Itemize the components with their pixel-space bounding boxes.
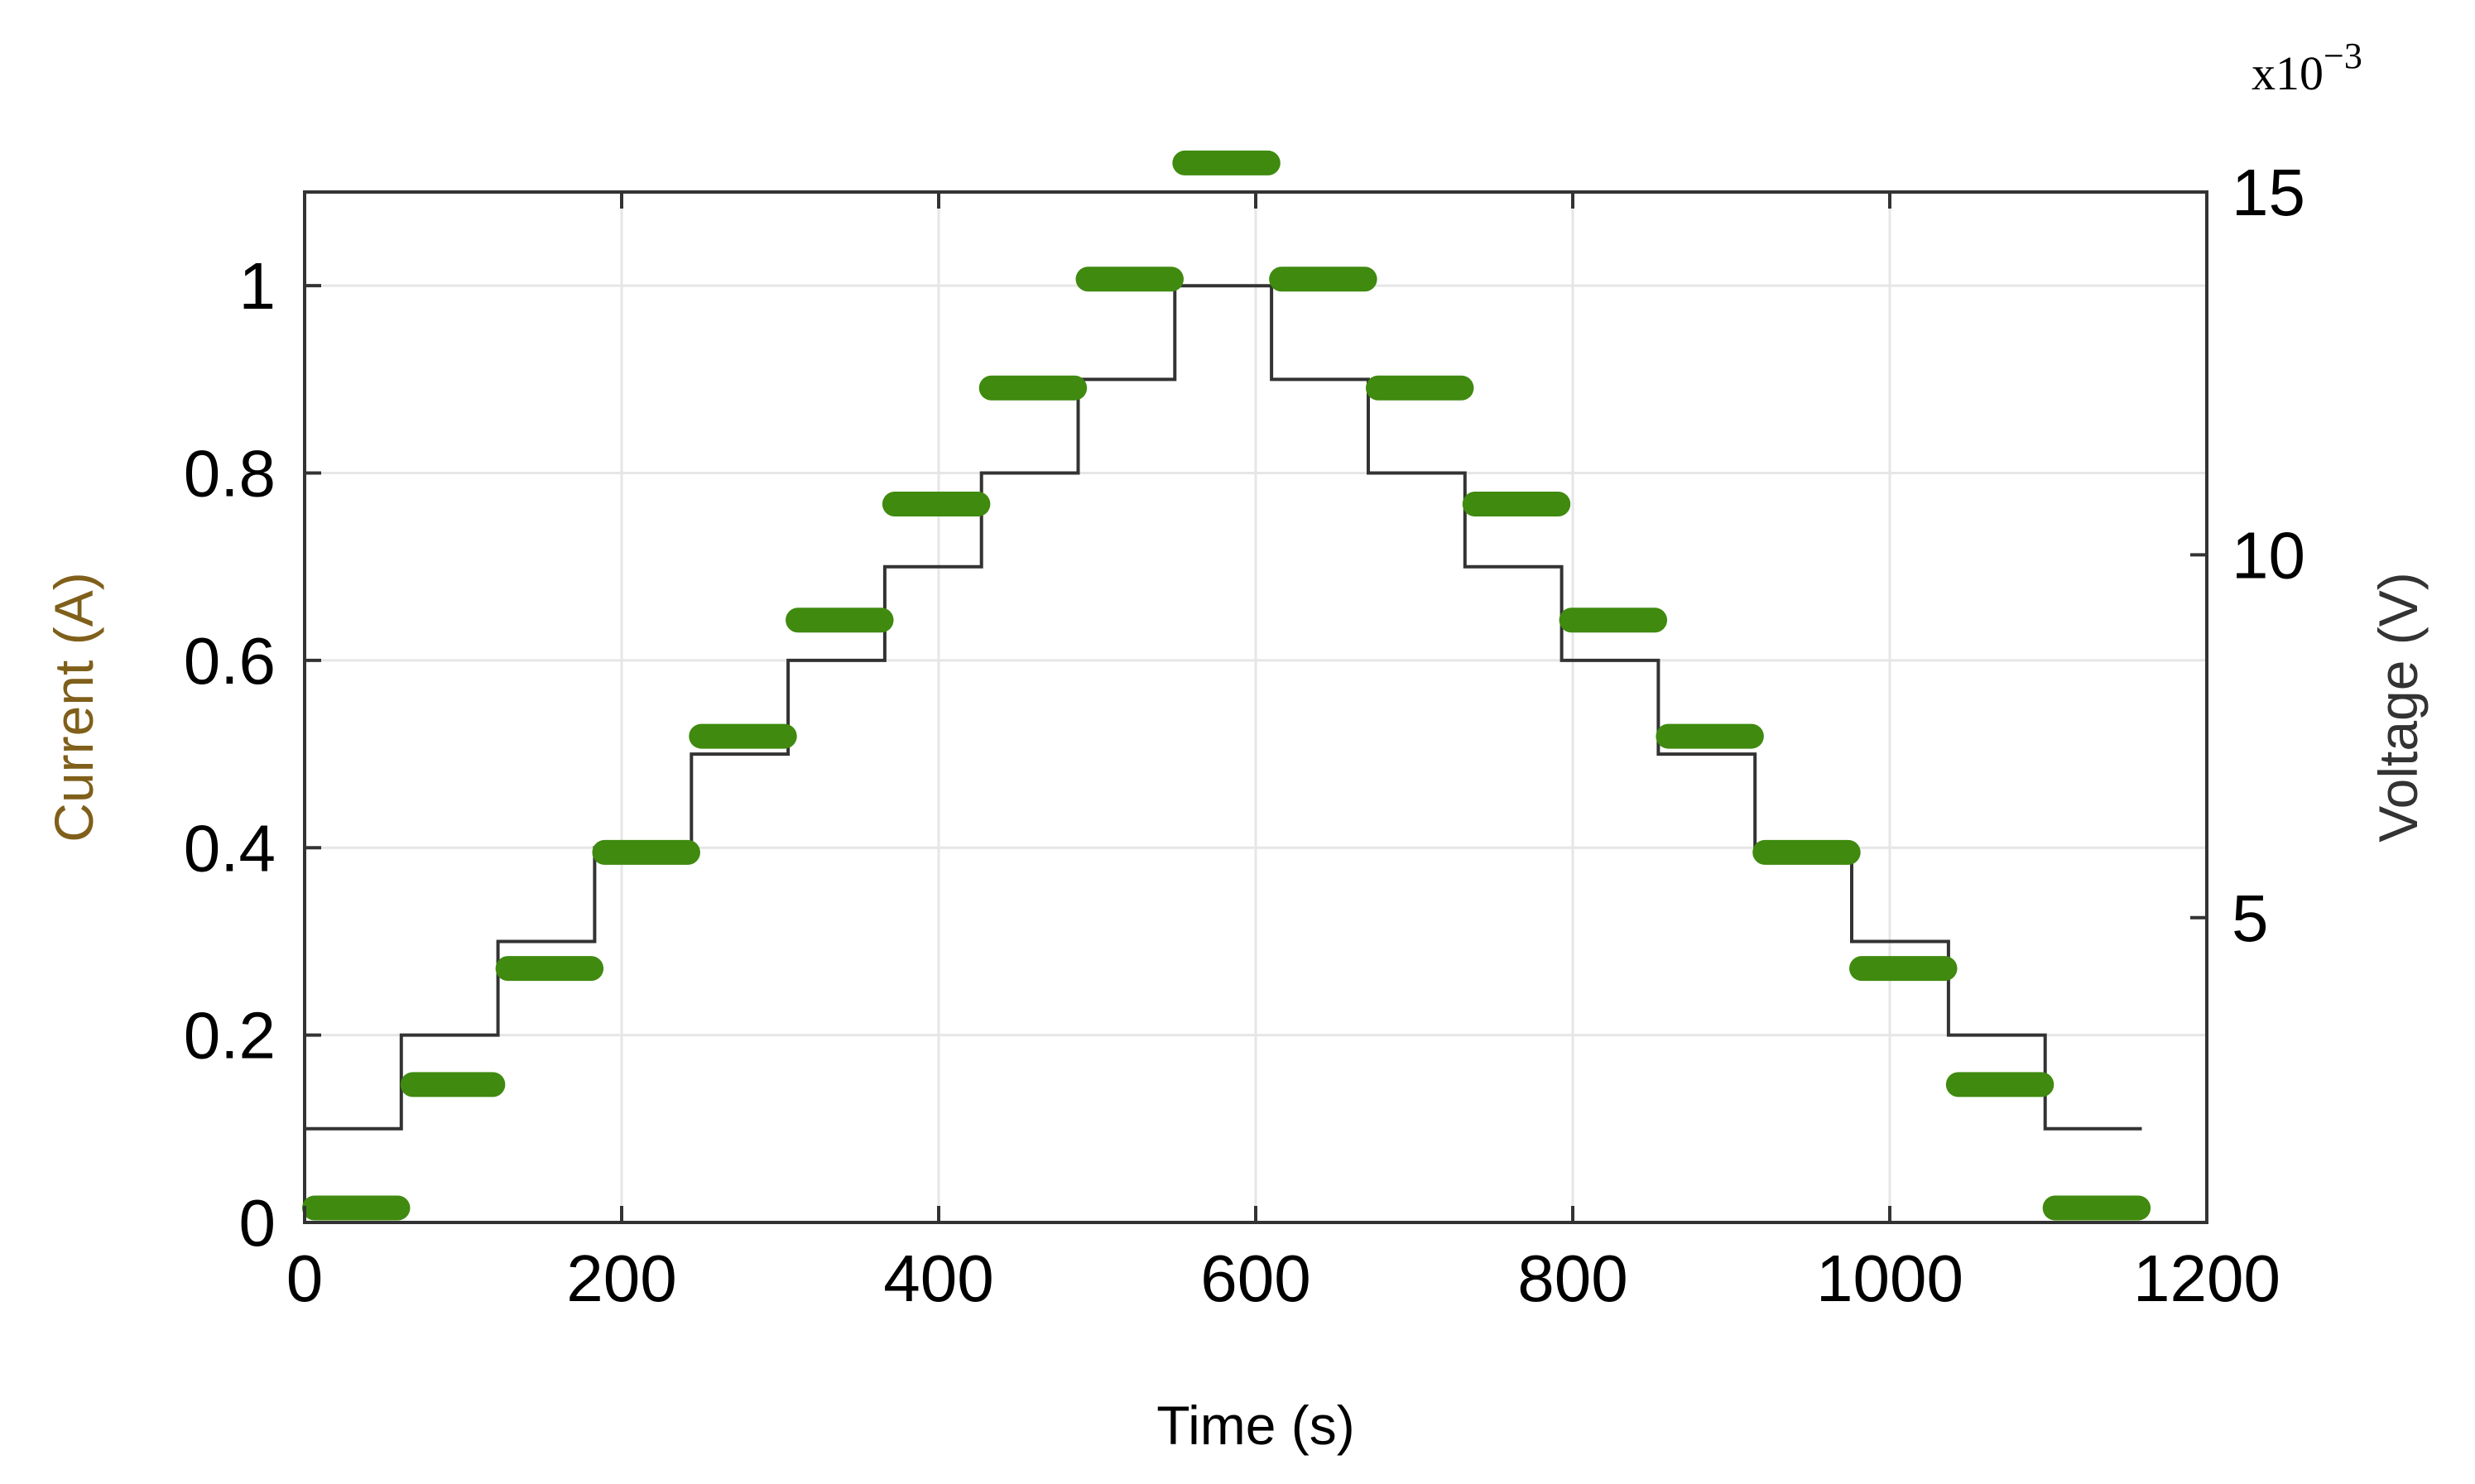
left-y-tick-label: 0.4 xyxy=(184,811,276,885)
x-tick-label: 1200 xyxy=(2133,1241,2280,1315)
left-y-tick-label: 0.2 xyxy=(184,999,276,1073)
left-y-tick-label: 0 xyxy=(239,1186,276,1260)
exponent-base: x10 xyxy=(2252,46,2324,100)
x-tick-label: 400 xyxy=(883,1241,993,1315)
right-axis-exponent: x10−3 xyxy=(2252,36,2362,100)
x-tick-label: 200 xyxy=(566,1241,676,1315)
right-y-axis-label: Voltage (V) xyxy=(2367,572,2429,843)
right-y-axis-ticks: 5 10 15 xyxy=(2190,156,2305,955)
exponent-power: −3 xyxy=(2324,36,2362,76)
x-tick-label: 0 xyxy=(286,1241,324,1315)
series-layer xyxy=(302,150,2151,1221)
right-y-tick-label: 10 xyxy=(2232,518,2305,592)
x-axis-ticks: 0 200 400 600 800 1000 1200 xyxy=(286,192,2280,1315)
left-y-tick-label: 1 xyxy=(239,249,276,323)
current-step-line xyxy=(305,284,2142,1131)
x-tick-label: 600 xyxy=(1200,1241,1310,1315)
right-y-tick-label: 5 xyxy=(2232,881,2269,955)
left-y-tick-label: 0.6 xyxy=(184,624,276,698)
left-y-tick-label: 0.8 xyxy=(184,437,276,511)
right-y-tick-label: 15 xyxy=(2232,156,2305,229)
left-y-axis-label: Current (A) xyxy=(43,572,104,842)
left-y-axis-ticks: 0 0.2 0.4 0.6 0.8 1 xyxy=(184,249,321,1260)
x-axis-label: Time (s) xyxy=(1156,1395,1355,1456)
grid-lines xyxy=(305,192,2207,1222)
x-tick-label: 800 xyxy=(1517,1241,1627,1315)
x-tick-label: 1000 xyxy=(1816,1241,1963,1315)
